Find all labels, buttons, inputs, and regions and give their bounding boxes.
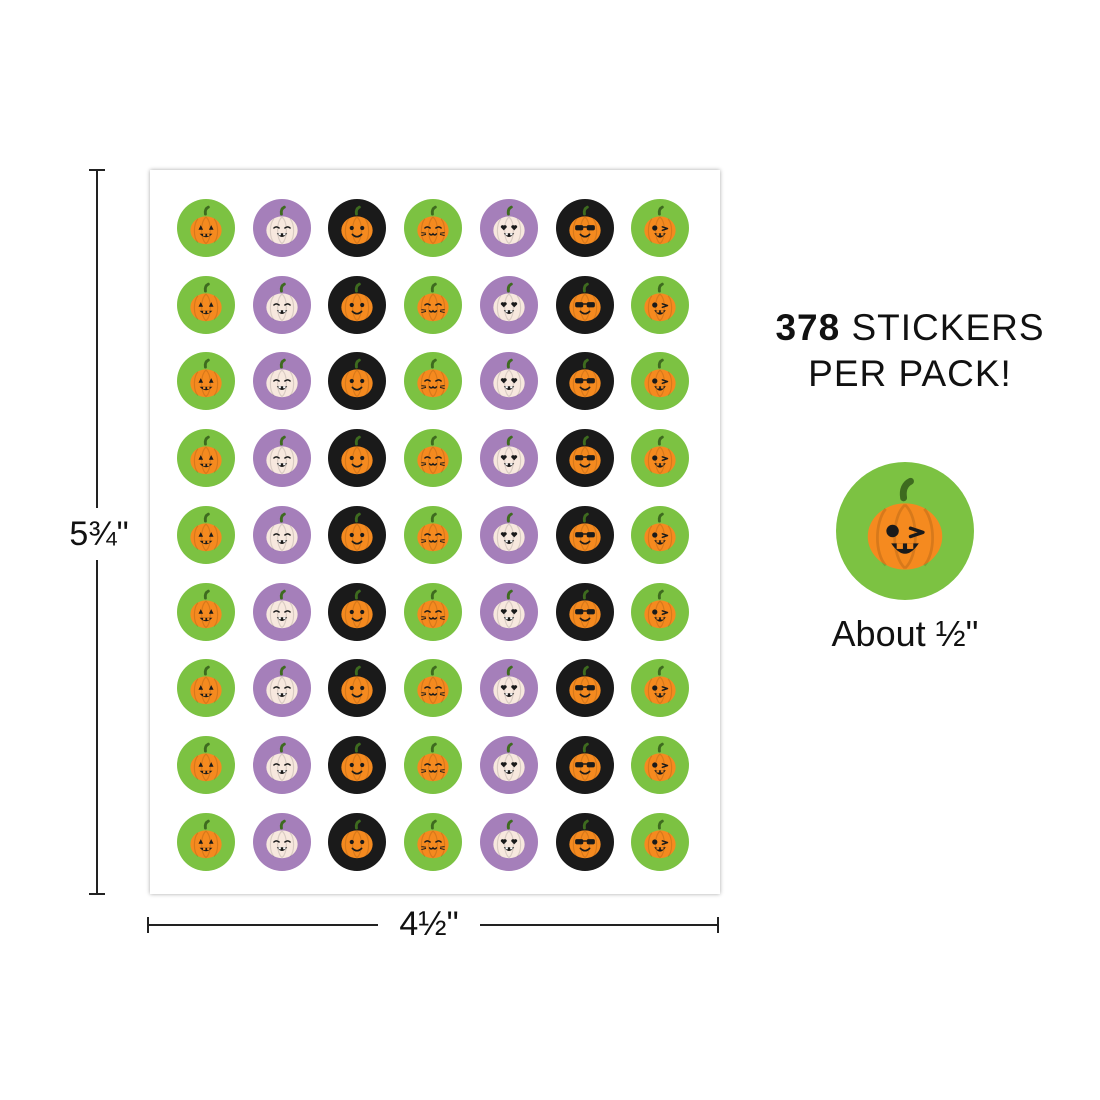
white-pumpkin-ghost-sticker xyxy=(253,506,311,564)
sunglasses-pumpkin-sticker xyxy=(556,736,614,794)
sample-size-caption: About ½" xyxy=(831,613,979,654)
winking-pumpkin-sticker xyxy=(631,352,689,410)
winking-pumpkin-sticker xyxy=(631,506,689,564)
width-dimension-label: 4½" xyxy=(399,905,459,943)
winking-pumpkin-sticker xyxy=(631,736,689,794)
winking-pumpkin-sticker xyxy=(631,583,689,641)
width-dimension-cap-right xyxy=(717,917,719,933)
white-pumpkin-ghost-sticker xyxy=(253,429,311,487)
jack-o-lantern-sticker xyxy=(177,583,235,641)
white-pumpkin-ghost-sticker xyxy=(253,813,311,871)
headline-line-1: 378 STICKERS xyxy=(760,305,1060,351)
width-dimension-line-left xyxy=(148,924,378,926)
cat-pumpkin-sticker xyxy=(404,813,462,871)
jack-o-lantern-sticker xyxy=(177,813,235,871)
heart-eyes-white-pumpkin-sticker xyxy=(480,506,538,564)
height-dimension-label: 5¾" xyxy=(62,508,136,560)
sticker-grid xyxy=(150,170,720,894)
height-dimension-cap-top xyxy=(89,169,105,171)
white-pumpkin-ghost-sticker xyxy=(253,199,311,257)
heart-eyes-white-pumpkin-sticker xyxy=(480,659,538,717)
jack-o-lantern-sticker xyxy=(177,352,235,410)
sunglasses-pumpkin-sticker xyxy=(556,352,614,410)
heart-eyes-white-pumpkin-sticker xyxy=(480,352,538,410)
sticker-count-headline: 378 STICKERS PER PACK! xyxy=(760,305,1060,397)
sunglasses-pumpkin-sticker xyxy=(556,506,614,564)
winking-pumpkin-sticker xyxy=(631,813,689,871)
white-pumpkin-ghost-sticker xyxy=(253,659,311,717)
width-dimension-line-right xyxy=(480,924,718,926)
heart-eyes-white-pumpkin-sticker xyxy=(480,429,538,487)
cat-pumpkin-sticker xyxy=(404,429,462,487)
smiling-pumpkin-sticker xyxy=(328,506,386,564)
sample-sticker-icon xyxy=(836,462,974,600)
jack-o-lantern-sticker xyxy=(177,429,235,487)
jack-o-lantern-sticker xyxy=(177,659,235,717)
height-dimension-cap-bottom xyxy=(89,893,105,895)
sunglasses-pumpkin-sticker xyxy=(556,276,614,334)
winking-pumpkin-sticker xyxy=(631,276,689,334)
headline-line-2: PER PACK! xyxy=(808,353,1012,394)
cat-pumpkin-sticker xyxy=(404,506,462,564)
smiling-pumpkin-sticker xyxy=(328,813,386,871)
heart-eyes-white-pumpkin-sticker xyxy=(480,813,538,871)
winking-pumpkin-sticker xyxy=(631,199,689,257)
heart-eyes-white-pumpkin-sticker xyxy=(480,583,538,641)
jack-o-lantern-sticker xyxy=(177,736,235,794)
smiling-pumpkin-sticker xyxy=(328,276,386,334)
smiling-pumpkin-sticker xyxy=(328,352,386,410)
heart-eyes-white-pumpkin-sticker xyxy=(480,736,538,794)
cat-pumpkin-sticker xyxy=(404,736,462,794)
jack-o-lantern-sticker xyxy=(177,199,235,257)
winking-pumpkin-sticker xyxy=(631,659,689,717)
heart-eyes-white-pumpkin-sticker xyxy=(480,199,538,257)
sticker-sheet xyxy=(150,170,720,894)
white-pumpkin-ghost-sticker xyxy=(253,276,311,334)
sunglasses-pumpkin-sticker xyxy=(556,429,614,487)
sunglasses-pumpkin-sticker xyxy=(556,659,614,717)
sunglasses-pumpkin-sticker xyxy=(556,813,614,871)
cat-pumpkin-sticker xyxy=(404,352,462,410)
cat-pumpkin-sticker xyxy=(404,659,462,717)
width-dimension-cap-left xyxy=(147,917,149,933)
smiling-pumpkin-sticker xyxy=(328,736,386,794)
smiling-pumpkin-sticker xyxy=(328,659,386,717)
white-pumpkin-ghost-sticker xyxy=(253,352,311,410)
headline-stickers-text: STICKERS xyxy=(840,307,1045,348)
cat-pumpkin-sticker xyxy=(404,276,462,334)
cat-pumpkin-sticker xyxy=(404,583,462,641)
heart-eyes-white-pumpkin-sticker xyxy=(480,276,538,334)
winking-pumpkin-sticker xyxy=(631,429,689,487)
sunglasses-pumpkin-sticker xyxy=(556,199,614,257)
jack-o-lantern-sticker xyxy=(177,276,235,334)
sunglasses-pumpkin-sticker xyxy=(556,583,614,641)
smiling-pumpkin-sticker xyxy=(328,583,386,641)
smiling-pumpkin-sticker xyxy=(328,199,386,257)
white-pumpkin-ghost-sticker xyxy=(253,736,311,794)
cat-pumpkin-sticker xyxy=(404,199,462,257)
jack-o-lantern-sticker xyxy=(177,506,235,564)
smiling-pumpkin-sticker xyxy=(328,429,386,487)
white-pumpkin-ghost-sticker xyxy=(253,583,311,641)
sticker-count: 378 xyxy=(775,307,841,348)
